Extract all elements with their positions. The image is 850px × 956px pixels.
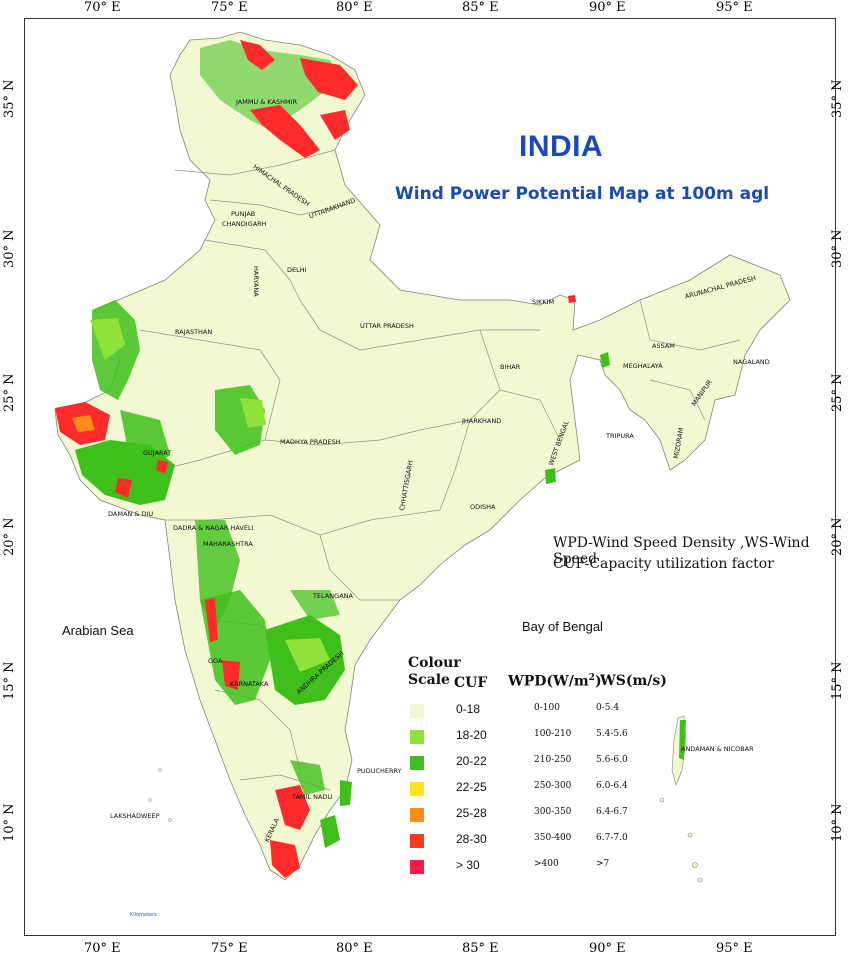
region-label: UTTAR PRADESH (360, 322, 414, 330)
legend-swatch (410, 808, 424, 822)
legend-row: 22-25 250-300 6.0-6.4 (400, 780, 700, 798)
legend-cuf: 0-18 (456, 702, 481, 716)
legend-row: 25-28 300-350 6.4-6.7 (400, 806, 700, 824)
legend-col-wpd: WPD(W/m2) (508, 673, 602, 690)
region-label: DADRA & NAGAR HAVELI (173, 524, 254, 532)
legend-cuf: > 30 (456, 858, 480, 872)
lon-tick: 75° E (211, 0, 248, 15)
lat-tick: 30° N (2, 229, 17, 268)
region-label: KARNATAKA (230, 680, 269, 688)
lon-tick: 80° E (336, 941, 373, 956)
region-label: TRIPURA (606, 432, 634, 440)
map-subtitle: Wind Power Potential Map at 100m agl (395, 184, 770, 204)
legend-cuf: 25-28 (456, 806, 487, 820)
region-label: DELHI (287, 266, 307, 274)
legend-row: 28-30 350-400 6.7-7.0 (400, 832, 700, 850)
region-label: BIHAR (500, 363, 521, 371)
note-cuf: CUF-Capacity utilization factor (553, 556, 774, 572)
legend-ws: 0-5.4 (596, 703, 620, 713)
region-label: MAHARASHTRA (203, 540, 253, 548)
region-label: ANDAMAN & NICOBAR (681, 745, 754, 753)
region-label: PUDUCHERRY (357, 767, 402, 775)
legend-ws: 6.4-6.7 (596, 807, 628, 817)
legend-swatch (410, 782, 424, 796)
lon-tick: 90° E (589, 0, 626, 15)
region-label: TELANGANA (313, 592, 353, 600)
region-label: CHANDIGARH (222, 220, 267, 228)
region-label: GOA (208, 657, 223, 665)
legend-wpd: >400 (534, 859, 559, 869)
lon-tick: 95° E (716, 941, 753, 956)
lat-tick: 20° N (2, 517, 17, 556)
legend-ws: 6.0-6.4 (596, 781, 628, 791)
legend-cuf: 28-30 (456, 832, 487, 846)
legend-title-2: Scale (408, 672, 450, 688)
region-label: LAKSHADWEEP (110, 812, 160, 820)
india-map (54, 31, 791, 883)
scale-bar: Kilometers (130, 912, 157, 918)
lon-tick: 85° E (462, 0, 499, 15)
legend-cuf: 20-22 (456, 754, 487, 768)
legend-ws: 5.4-5.6 (596, 729, 628, 739)
region-label: RAJASTHAN (175, 328, 213, 336)
lon-tick: 85° E (462, 941, 499, 956)
region-label: HARYANA (252, 266, 260, 297)
legend-wpd: 250-300 (534, 781, 572, 791)
legend-title-1: Colour (408, 655, 461, 671)
region-label: MEGHALAYA (623, 362, 663, 370)
region-label: NAGALAND (733, 358, 770, 366)
legend-ws: 6.7-7.0 (596, 833, 628, 843)
legend-wpd: 210-250 (534, 755, 572, 765)
legend-swatch (410, 834, 424, 848)
lat-tick: 35° N (2, 79, 17, 118)
lon-tick: 95° E (716, 0, 753, 15)
map-title: INDIA (519, 130, 604, 163)
lat-tick: 15° N (2, 661, 17, 700)
legend-row: 20-22 210-250 5.6-6.0 (400, 754, 700, 772)
region-label: JHARKHAND (462, 417, 502, 425)
legend-ws: >7 (596, 859, 610, 869)
region-label: ASSAM (652, 342, 675, 350)
legend-cuf: 22-25 (456, 780, 487, 794)
legend-row: 0-18 0-100 0-5.4 (400, 702, 700, 720)
region-label: DAMAN & DIU (108, 510, 154, 518)
region-label: TAMIL NADU (292, 793, 333, 801)
legend-swatch (410, 730, 424, 744)
lon-tick: 70° E (84, 0, 121, 15)
lakshadweep-islands (148, 768, 172, 822)
legend-wpd: 100-210 (534, 729, 572, 739)
legend-swatch (410, 860, 424, 874)
legend-col-ws: WS(m/s) (600, 673, 667, 689)
legend: Colour Scale CUF WPD(W/m2) WS(m/s) 0-18 0… (400, 655, 700, 895)
lat-tick: 25° N (2, 373, 17, 412)
legend-row: > 30 >400 >7 (400, 858, 700, 876)
lon-tick: 80° E (336, 0, 373, 15)
region-label: JAMMU & KASHMIR (236, 98, 298, 106)
legend-col-cuf: CUF (454, 675, 488, 691)
region-label: MADHYA PRADESH (280, 438, 341, 446)
wind-zones (55, 40, 686, 878)
lon-tick: 90° E (589, 941, 626, 956)
sea-label-arabian: Arabian Sea (62, 623, 134, 638)
legend-wpd: 0-100 (534, 703, 560, 713)
legend-swatch (410, 704, 424, 718)
lat-tick: 10° N (2, 803, 17, 842)
legend-cuf: 18-20 (456, 728, 487, 742)
note-wpd: WPD-Wind Speed Density ,WS-Wind Speed (553, 535, 810, 567)
legend-swatch (410, 756, 424, 770)
region-label: GUJARAT (143, 449, 172, 457)
region-label: SIKKIM (532, 298, 555, 306)
legend-ws: 5.6-6.0 (596, 755, 628, 765)
region-label: PUNJAB (231, 210, 256, 218)
legend-row: 18-20 100-210 5.4-5.6 (400, 728, 700, 746)
legend-wpd: 300-350 (534, 807, 572, 817)
lon-tick: 70° E (84, 941, 121, 956)
sea-label-bengal: Bay of Bengal (522, 619, 603, 634)
lon-tick: 75° E (211, 941, 248, 956)
region-label: ODISHA (470, 503, 496, 511)
legend-wpd: 350-400 (534, 833, 572, 843)
